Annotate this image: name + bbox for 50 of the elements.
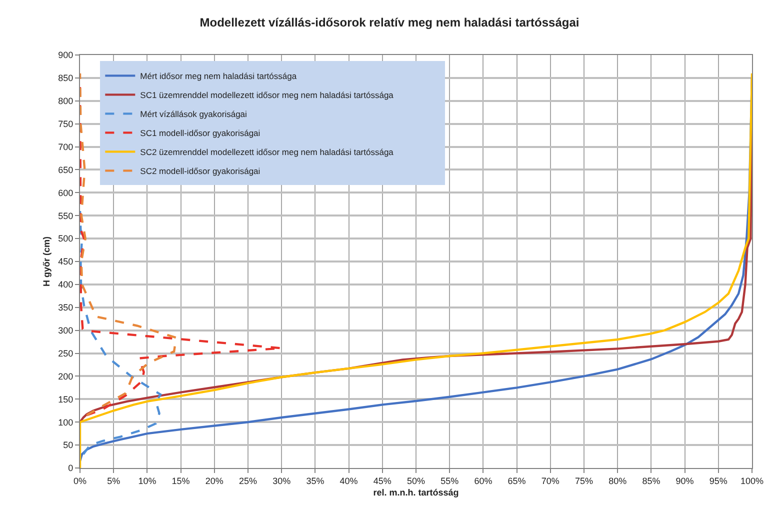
x-axis-title: rel. m.n.h. tartósság bbox=[373, 488, 459, 498]
y-tick-label: 0 bbox=[68, 463, 74, 474]
y-tick-label: 750 bbox=[58, 118, 74, 129]
x-tick-label: 80% bbox=[608, 476, 627, 486]
y-tick-label: 550 bbox=[58, 210, 74, 221]
y-tick-label: 500 bbox=[58, 234, 74, 244]
legend-label: Mért vízállások gyakoriságai bbox=[140, 109, 248, 120]
y-tick-label: 150 bbox=[58, 394, 74, 404]
y-tick-label: 700 bbox=[58, 142, 74, 152]
x-tick-label: 15% bbox=[172, 476, 190, 486]
x-tick-label: 55% bbox=[440, 476, 459, 486]
y-tick-label: 850 bbox=[58, 73, 74, 84]
y-axis-title: H győr (cm) bbox=[42, 236, 52, 287]
x-tick-label: 75% bbox=[574, 476, 594, 486]
x-tick-label: 10% bbox=[138, 476, 156, 486]
y-tick-label: 650 bbox=[58, 164, 74, 175]
x-tick-label: 70% bbox=[541, 476, 560, 486]
x-tick-label: 100% bbox=[740, 476, 764, 486]
y-tick-label: 250 bbox=[58, 348, 74, 358]
x-tick-label: 45% bbox=[373, 476, 392, 486]
x-tick-label: 0% bbox=[73, 476, 87, 486]
x-tick-label: 40% bbox=[340, 476, 358, 486]
y-tick-label: 900 bbox=[58, 50, 74, 60]
x-tick-label: 5% bbox=[107, 476, 120, 486]
y-tick-label: 400 bbox=[58, 280, 74, 290]
y-tick-label: 50 bbox=[63, 440, 74, 450]
y-tick-label: 350 bbox=[58, 302, 74, 313]
y-tick-label: 800 bbox=[58, 96, 74, 106]
legend-label: SC1 modell-idősor gyakoriságai bbox=[140, 128, 260, 138]
legend-label: SC2 üzemrenddel modellezett idősor meg nem haladási tartóssága bbox=[140, 147, 394, 158]
y-tick-label: 300 bbox=[58, 325, 74, 336]
x-tick-label: 20% bbox=[205, 476, 224, 486]
x-tick-label: 95% bbox=[709, 476, 728, 486]
x-tick-label: 25% bbox=[238, 476, 258, 486]
line-series bbox=[80, 210, 162, 456]
x-tick-label: 35% bbox=[306, 476, 324, 486]
x-tick-label: 90% bbox=[676, 476, 694, 486]
y-tick-label: 600 bbox=[58, 188, 74, 198]
legend-label: Mért idősor meg nem haladási tartóssága bbox=[140, 71, 297, 82]
y-tick-label: 200 bbox=[58, 371, 74, 382]
legend-label: SC2 modell-idősor gyakoriságai bbox=[140, 166, 260, 176]
y-tick-label: 450 bbox=[58, 256, 74, 267]
x-tick-label: 65% bbox=[508, 476, 526, 486]
y-tick-label: 100 bbox=[58, 417, 74, 428]
chart-title: Modellezett vízállás-idősorok relatív meg nem haladási tartósságai bbox=[200, 15, 580, 30]
x-tick-label: 30% bbox=[272, 476, 291, 486]
legend-label: SC1 üzemrenddel modellezett idősor meg nem haladási tartóssága bbox=[140, 90, 394, 100]
x-tick-label: 50% bbox=[406, 476, 426, 486]
x-tick-label: 60% bbox=[474, 476, 492, 486]
x-tick-label: 85% bbox=[642, 476, 660, 486]
